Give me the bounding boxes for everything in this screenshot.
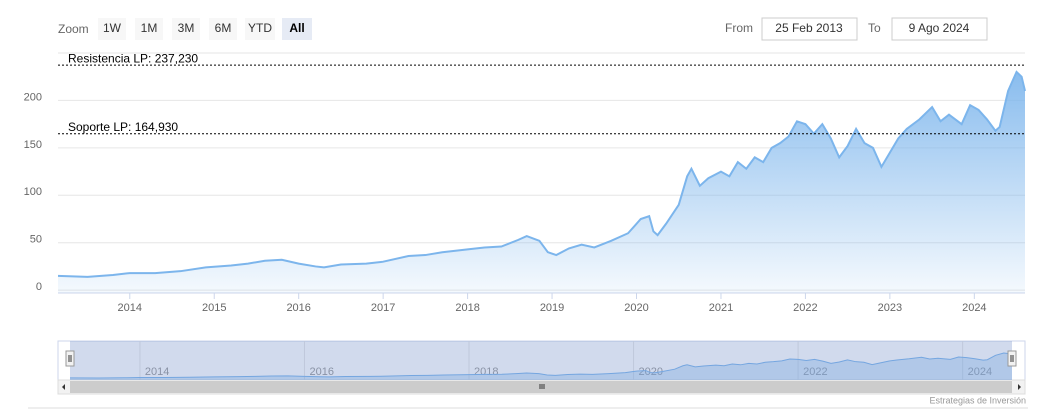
x-tick-label: 2016 xyxy=(286,302,310,314)
scrollbar-grip xyxy=(539,384,545,389)
scroll-left[interactable] xyxy=(62,384,65,390)
zoom-button[interactable] xyxy=(209,18,237,40)
x-tick-label: 2022 xyxy=(793,302,817,314)
from-value[interactable]: 25 Feb 2013 xyxy=(775,21,843,35)
area-line xyxy=(57,70,1026,278)
scroll-right[interactable] xyxy=(1018,384,1021,390)
handle-grip xyxy=(68,355,72,362)
zoom-button-label[interactable]: YTD xyxy=(248,21,272,35)
zoom-button[interactable] xyxy=(172,18,200,40)
x-tick-label: 2014 xyxy=(118,302,142,314)
y-tick-label: 0 xyxy=(36,281,42,293)
to-value: 9 Ago 2024 xyxy=(909,21,970,35)
zoom-button[interactable] xyxy=(245,18,275,40)
x-tick-label: 2023 xyxy=(878,302,902,314)
plot-line-label: Resistencia LP: 237,230 xyxy=(68,51,198,65)
to-input[interactable] xyxy=(891,17,988,41)
navigator-handle[interactable] xyxy=(1007,350,1017,367)
x-tick-label: 2020 xyxy=(624,302,648,314)
plot-line-label: Soporte LP: 164,930 xyxy=(68,120,178,134)
x-tick-label: 2018 xyxy=(455,302,479,314)
navigator-tick-label: 2024 xyxy=(968,366,992,378)
handle-grip xyxy=(1010,355,1014,362)
zoom-button-label[interactable]: 1W xyxy=(103,21,122,35)
zoom-button-label[interactable]: All xyxy=(289,21,304,35)
zoom-button-label[interactable]: 1M xyxy=(141,21,158,35)
navigator-tick-label: 2014 xyxy=(145,366,169,378)
zoom-buttons[interactable]: 1W 1M 3M 6M YTD All xyxy=(98,18,312,40)
navigator-area xyxy=(70,353,1012,380)
scrollbar-thumb[interactable] xyxy=(70,381,1012,393)
x-tick-label: 2015 xyxy=(202,302,226,314)
navigator-tick-label: 2022 xyxy=(803,366,827,378)
zoom-button[interactable] xyxy=(282,18,312,40)
zoom-button-label[interactable]: 3M xyxy=(178,21,195,35)
from-label: From xyxy=(725,21,753,35)
navigator-line xyxy=(69,352,1013,379)
x-tick-label: 2021 xyxy=(709,302,733,314)
navigator-frame xyxy=(57,340,1026,381)
navigator-mask xyxy=(70,341,1012,380)
navigator-handle[interactable] xyxy=(65,350,75,367)
zoom-label: Zoom xyxy=(58,22,89,36)
zoom-button-label[interactable]: 6M xyxy=(215,21,232,35)
zoom-button[interactable] xyxy=(98,18,126,40)
area-fill xyxy=(58,71,1025,293)
y-tick-label: 50 xyxy=(30,234,42,246)
from-input[interactable] xyxy=(761,17,858,41)
navigator-tick-label: 2020 xyxy=(639,366,663,378)
x-tick-label: 2024 xyxy=(962,302,986,314)
zoom-button[interactable] xyxy=(135,18,163,40)
x-tick-label: 2017 xyxy=(371,302,395,314)
navigator-tick-label: 2016 xyxy=(309,366,333,378)
y-tick-label: 200 xyxy=(24,91,42,103)
credits: Estrategias de Inversión xyxy=(929,395,1026,405)
y-tick-label: 100 xyxy=(24,186,42,198)
x-tick-label: 2019 xyxy=(540,302,564,314)
to-label: To xyxy=(868,21,881,35)
y-tick-label: 150 xyxy=(24,139,42,151)
